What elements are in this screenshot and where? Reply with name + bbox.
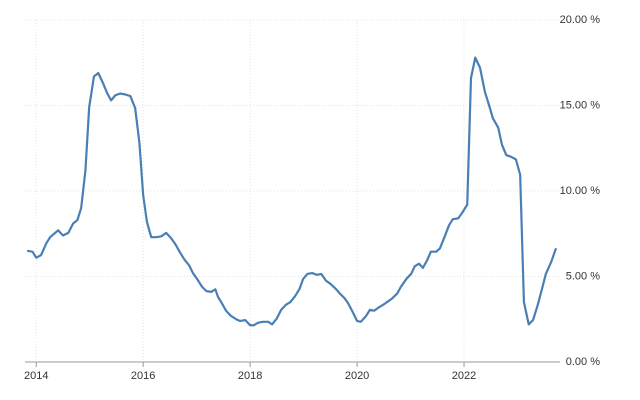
y-tick-label: 20.00 %: [560, 14, 601, 26]
x-tick-label: 2018: [238, 370, 262, 382]
y-tick-label: 0.00 %: [566, 356, 600, 368]
y-tick-label: 15.00 %: [560, 99, 601, 111]
y-tick-label: 5.00 %: [566, 270, 600, 282]
data-line: [26, 56, 558, 327]
x-tick-label: 2014: [24, 370, 48, 382]
y-tick-label: 10.00 %: [560, 185, 601, 197]
x-tick-label: 2022: [452, 370, 476, 382]
x-tick-label: 2016: [131, 370, 155, 382]
x-tick-label: 2020: [345, 370, 369, 382]
